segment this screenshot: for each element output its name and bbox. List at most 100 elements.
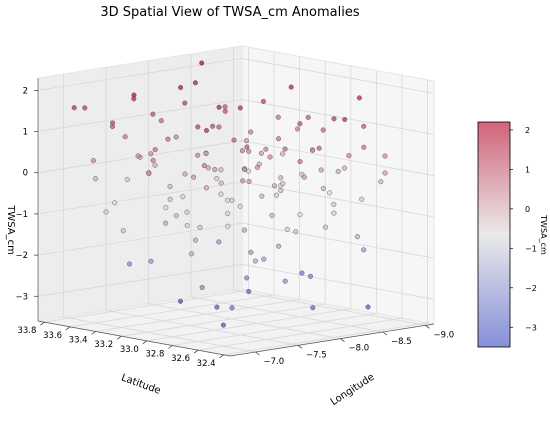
- data-point: [275, 136, 282, 142]
- data-point: [203, 150, 209, 157]
- z-tick-label: 0: [23, 169, 28, 179]
- data-point: [152, 162, 158, 168]
- data-point: [203, 127, 210, 134]
- data-point: [237, 203, 243, 209]
- data-point: [163, 205, 169, 211]
- data-point: [361, 123, 367, 129]
- data-point: [218, 180, 224, 186]
- z-grid-line: [37, 263, 435, 300]
- data-point: [346, 153, 352, 159]
- data-point: [273, 192, 280, 198]
- data-point: [180, 194, 186, 200]
- data-point: [167, 183, 173, 190]
- data-point: [327, 190, 333, 196]
- data-point: [331, 116, 337, 122]
- y-tick-mark: [219, 354, 224, 359]
- data-point: [177, 298, 184, 304]
- data-point: [184, 222, 190, 229]
- data-point: [163, 220, 169, 226]
- data-point: [193, 237, 199, 243]
- data-point: [310, 147, 316, 153]
- data-point: [258, 150, 264, 156]
- data-point: [146, 171, 152, 177]
- x-grid-line: [190, 54, 384, 333]
- data-point: [316, 145, 322, 151]
- data-point: [82, 105, 88, 111]
- data-point: [361, 144, 367, 150]
- data-point: [248, 129, 254, 135]
- y-grid-line: [197, 75, 403, 351]
- data-point: [260, 98, 267, 104]
- data-point: [271, 183, 278, 189]
- data-point: [331, 201, 337, 207]
- data-point: [191, 174, 197, 180]
- data-point: [276, 243, 282, 249]
- data-point: [71, 105, 77, 111]
- data-point: [231, 137, 237, 143]
- x-tick-label: −7.5: [306, 350, 327, 360]
- data-point: [267, 154, 273, 160]
- data-point: [241, 227, 247, 233]
- data-point: [246, 148, 252, 154]
- data-point: [359, 196, 365, 202]
- z-axis-label: TWSA_cm: [5, 204, 16, 255]
- data-point: [342, 116, 348, 123]
- data-point: [282, 146, 288, 152]
- data-point: [269, 212, 275, 218]
- colorbar-tick-label: 1: [525, 165, 530, 174]
- data-point: [275, 114, 281, 120]
- x-tick-mark: [297, 345, 303, 349]
- y-tick-label: 32.4: [197, 359, 216, 369]
- data-point: [195, 124, 201, 130]
- y-grid-line: [223, 79, 429, 356]
- y-tick-mark: [193, 349, 199, 354]
- chart-title: 3D Spatial View of TWSA_cm Anomalies: [100, 5, 360, 20]
- data-point: [280, 151, 286, 157]
- data-point: [158, 118, 164, 124]
- colorbar-label: TWSA_cm: [539, 214, 548, 255]
- right-wall-pane: [241, 45, 435, 325]
- data-point: [248, 249, 254, 255]
- data-point: [378, 179, 384, 185]
- y-grid-line: [172, 70, 377, 346]
- y-grid-line: [121, 61, 326, 337]
- x-tick-mark: [425, 325, 430, 329]
- data-point: [201, 163, 207, 169]
- data-point: [173, 134, 179, 140]
- data-point: [356, 95, 362, 101]
- data-point: [182, 100, 188, 106]
- colorbar-tick-label: 2: [525, 126, 530, 135]
- axis-edge: [229, 323, 435, 357]
- data-point: [103, 209, 109, 215]
- z-tick-label: −3: [15, 292, 28, 302]
- data-point: [254, 164, 260, 170]
- data-point: [122, 134, 128, 140]
- data-point: [297, 212, 303, 218]
- data-point: [195, 152, 201, 158]
- data-points: [71, 60, 388, 328]
- data-point: [243, 138, 249, 144]
- data-point: [150, 111, 156, 117]
- data-point: [288, 84, 294, 90]
- x-tick-label: −8.5: [391, 337, 412, 347]
- data-point: [148, 151, 154, 157]
- data-point: [199, 60, 205, 66]
- data-point: [167, 196, 173, 202]
- x-tick-label: −7.0: [264, 357, 285, 367]
- x-tick-label: −9.0: [434, 330, 455, 340]
- data-point: [199, 284, 205, 291]
- data-point: [307, 273, 314, 279]
- data-point: [284, 226, 290, 232]
- y-tick-label: 33.6: [43, 331, 62, 341]
- data-point: [335, 168, 341, 174]
- data-point: [220, 322, 226, 328]
- data-point: [192, 80, 198, 86]
- y-grid-line: [69, 51, 275, 328]
- z-grid-line: [37, 222, 435, 259]
- x-grid-line: [148, 60, 341, 340]
- data-point: [90, 158, 96, 164]
- data-point: [135, 153, 141, 159]
- y-grid-line: [95, 56, 301, 332]
- data-point: [252, 258, 258, 264]
- data-point: [131, 92, 137, 98]
